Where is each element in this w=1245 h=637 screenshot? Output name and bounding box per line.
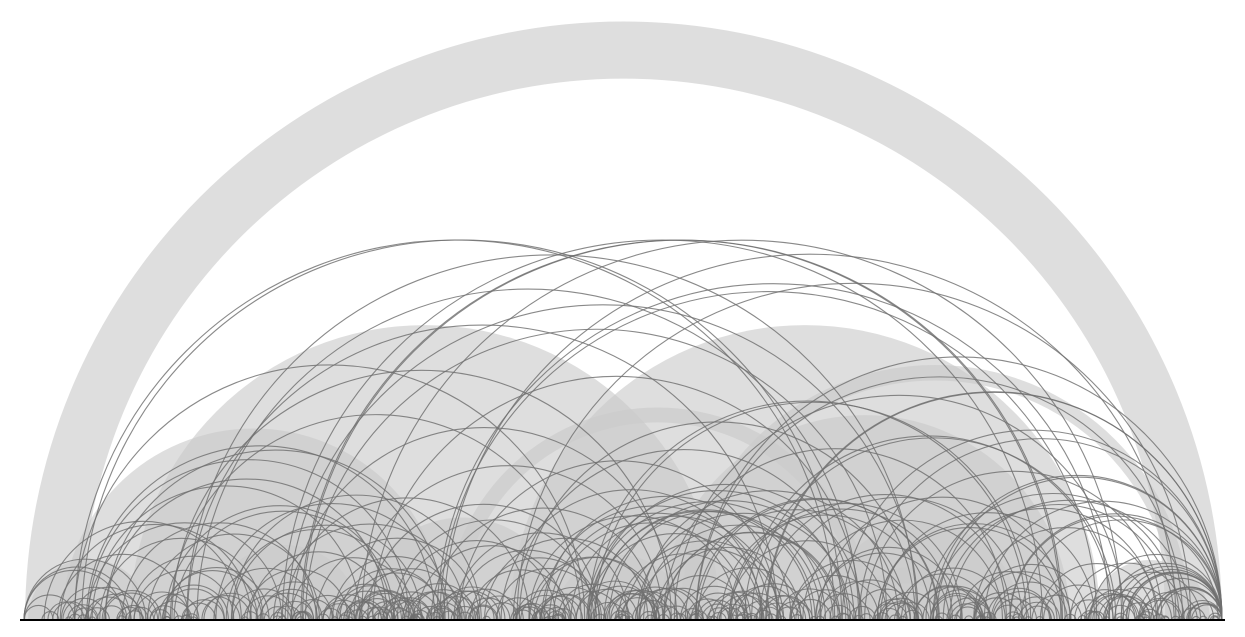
arc-diagram [0, 0, 1245, 637]
